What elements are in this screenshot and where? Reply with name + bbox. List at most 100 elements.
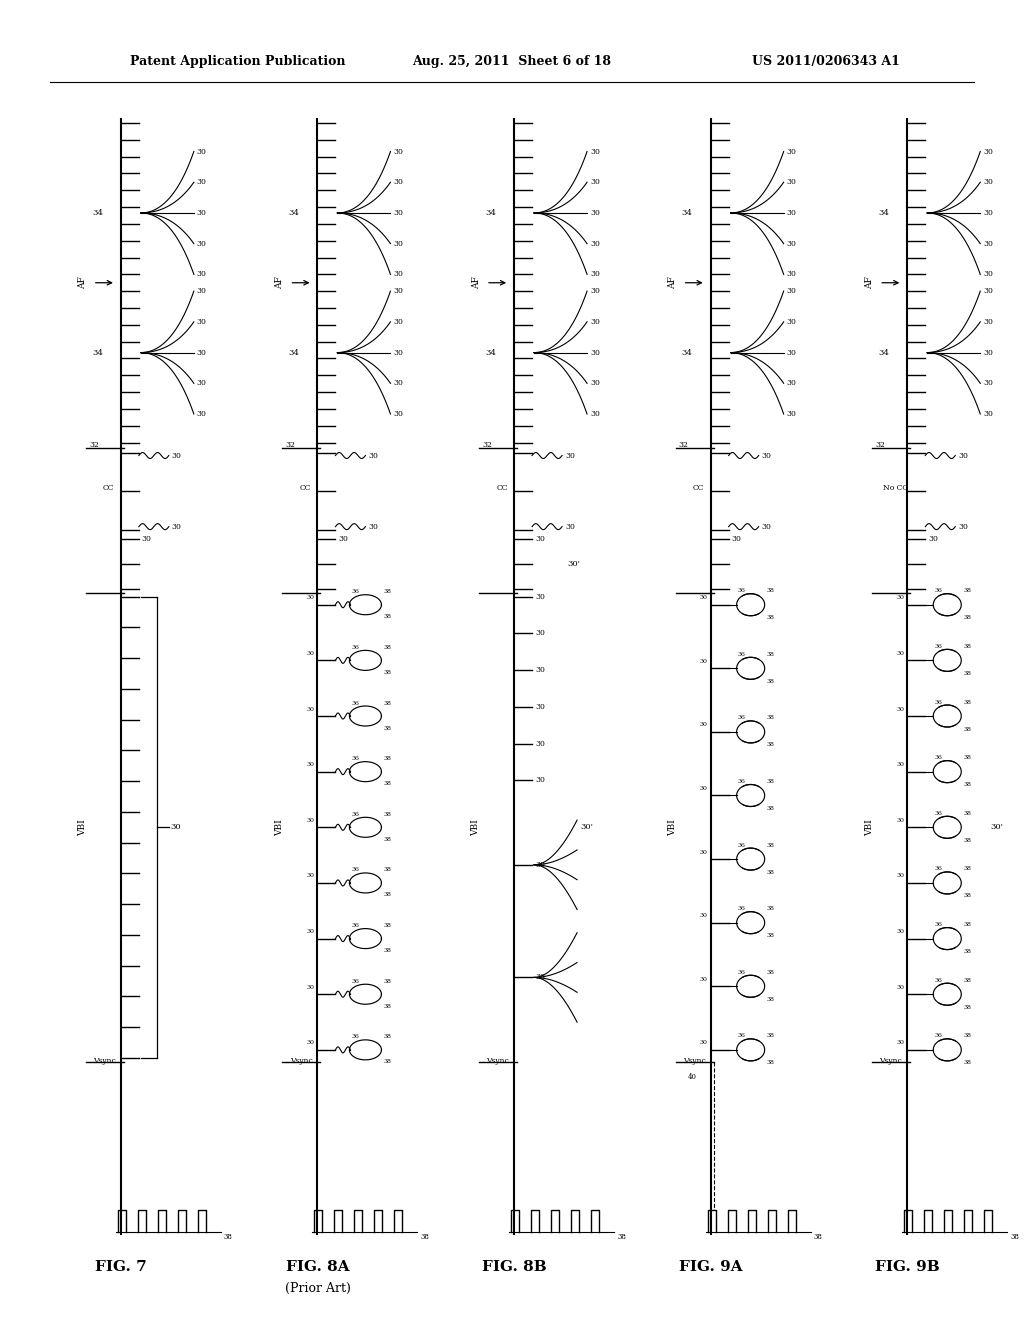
Text: 32: 32	[876, 441, 886, 449]
Text: 32: 32	[286, 441, 296, 449]
Text: 38: 38	[383, 978, 391, 983]
Text: 38: 38	[964, 700, 971, 705]
Text: 38: 38	[767, 742, 774, 747]
Text: 30: 30	[536, 861, 545, 869]
Text: 30: 30	[197, 178, 207, 186]
Text: 38: 38	[767, 652, 774, 657]
Text: 30: 30	[306, 651, 314, 656]
Text: 30': 30'	[580, 824, 593, 832]
Text: 30: 30	[590, 379, 600, 387]
Text: 30: 30	[786, 379, 797, 387]
Text: 30: 30	[958, 451, 968, 459]
Text: 30: 30	[896, 706, 904, 711]
Text: 30: 30	[393, 148, 403, 156]
Text: VBI: VBI	[274, 818, 284, 836]
Text: 36: 36	[737, 907, 745, 911]
Text: 30: 30	[699, 850, 708, 854]
Text: Vsync: Vsync	[93, 1057, 116, 1065]
Text: 38: 38	[964, 923, 971, 927]
Text: 34: 34	[485, 348, 496, 356]
Text: 38: 38	[964, 894, 971, 899]
Text: FIG. 7: FIG. 7	[95, 1261, 146, 1274]
Text: 36: 36	[351, 978, 359, 983]
Text: 30: 30	[306, 706, 314, 711]
Text: 38: 38	[383, 701, 391, 705]
Text: 38: 38	[964, 1005, 971, 1010]
Text: VBI: VBI	[668, 818, 677, 836]
Text: 38: 38	[617, 1233, 626, 1241]
Text: 30: 30	[983, 209, 993, 216]
Text: 30: 30	[393, 348, 403, 356]
Text: 30: 30	[197, 240, 207, 248]
Text: 38: 38	[383, 1060, 391, 1064]
Text: 30: 30	[590, 209, 600, 216]
Text: 30: 30	[983, 240, 993, 248]
Text: FIG. 9B: FIG. 9B	[874, 1261, 940, 1274]
Text: 30: 30	[197, 288, 207, 296]
Text: 38: 38	[383, 1003, 391, 1008]
Text: 30: 30	[896, 929, 904, 935]
Text: 30: 30	[536, 776, 545, 784]
Text: 36: 36	[737, 970, 745, 974]
Text: 38: 38	[767, 715, 774, 721]
Text: 30: 30	[393, 271, 403, 279]
Text: 38: 38	[964, 589, 971, 593]
Text: 34: 34	[289, 348, 299, 356]
Text: 36: 36	[351, 867, 359, 873]
Text: 30: 30	[896, 762, 904, 767]
Text: 30: 30	[896, 651, 904, 656]
Text: 38: 38	[767, 1060, 774, 1065]
Text: 30: 30	[306, 874, 314, 878]
Text: 30: 30	[983, 178, 993, 186]
Text: 30: 30	[339, 535, 348, 543]
Text: 38: 38	[767, 807, 774, 810]
Text: 36: 36	[351, 812, 359, 817]
Text: 30: 30	[762, 523, 771, 531]
Text: 36: 36	[737, 589, 745, 593]
Text: 30: 30	[590, 411, 600, 418]
Text: 30: 30	[197, 348, 207, 356]
Text: 38: 38	[814, 1233, 822, 1241]
Text: 30: 30	[896, 874, 904, 878]
Text: 30: 30	[983, 148, 993, 156]
Text: 38: 38	[964, 644, 971, 649]
Text: 36: 36	[737, 652, 745, 657]
Text: 30: 30	[699, 977, 708, 982]
Text: 30: 30	[762, 451, 771, 459]
Text: 30: 30	[786, 288, 797, 296]
Text: 30: 30	[983, 411, 993, 418]
Text: 30: 30	[306, 929, 314, 935]
Text: 30': 30'	[990, 824, 1004, 832]
Text: 30: 30	[983, 318, 993, 326]
Text: 36: 36	[351, 589, 359, 594]
Text: 36: 36	[934, 923, 942, 927]
Text: Vsync: Vsync	[880, 1057, 902, 1065]
Text: 30: 30	[171, 824, 181, 832]
Text: 30: 30	[786, 240, 797, 248]
Text: 30: 30	[699, 659, 708, 664]
Text: 30: 30	[983, 288, 993, 296]
Text: 38: 38	[767, 678, 774, 684]
Text: CC: CC	[693, 484, 705, 492]
Text: 36: 36	[351, 923, 359, 928]
Text: 34: 34	[92, 209, 102, 216]
Text: 30: 30	[369, 523, 378, 531]
Text: 30: 30	[536, 667, 545, 675]
Text: 30: 30	[536, 630, 545, 638]
Text: 30: 30	[699, 1040, 708, 1045]
Text: 30: 30	[393, 178, 403, 186]
Text: 36: 36	[934, 978, 942, 982]
Text: 38: 38	[964, 1034, 971, 1039]
Text: 38: 38	[767, 870, 774, 875]
Text: 38: 38	[767, 589, 774, 593]
Text: FIG. 9A: FIG. 9A	[679, 1261, 742, 1274]
Text: 30: 30	[699, 785, 708, 791]
Text: 30: 30	[393, 209, 403, 216]
Text: 30: 30	[306, 985, 314, 990]
Text: 30: 30	[590, 178, 600, 186]
Text: 38: 38	[767, 970, 774, 974]
Text: 30: 30	[536, 593, 545, 601]
Text: 30: 30	[983, 348, 993, 356]
Text: 36: 36	[737, 779, 745, 784]
Text: 36: 36	[351, 701, 359, 705]
